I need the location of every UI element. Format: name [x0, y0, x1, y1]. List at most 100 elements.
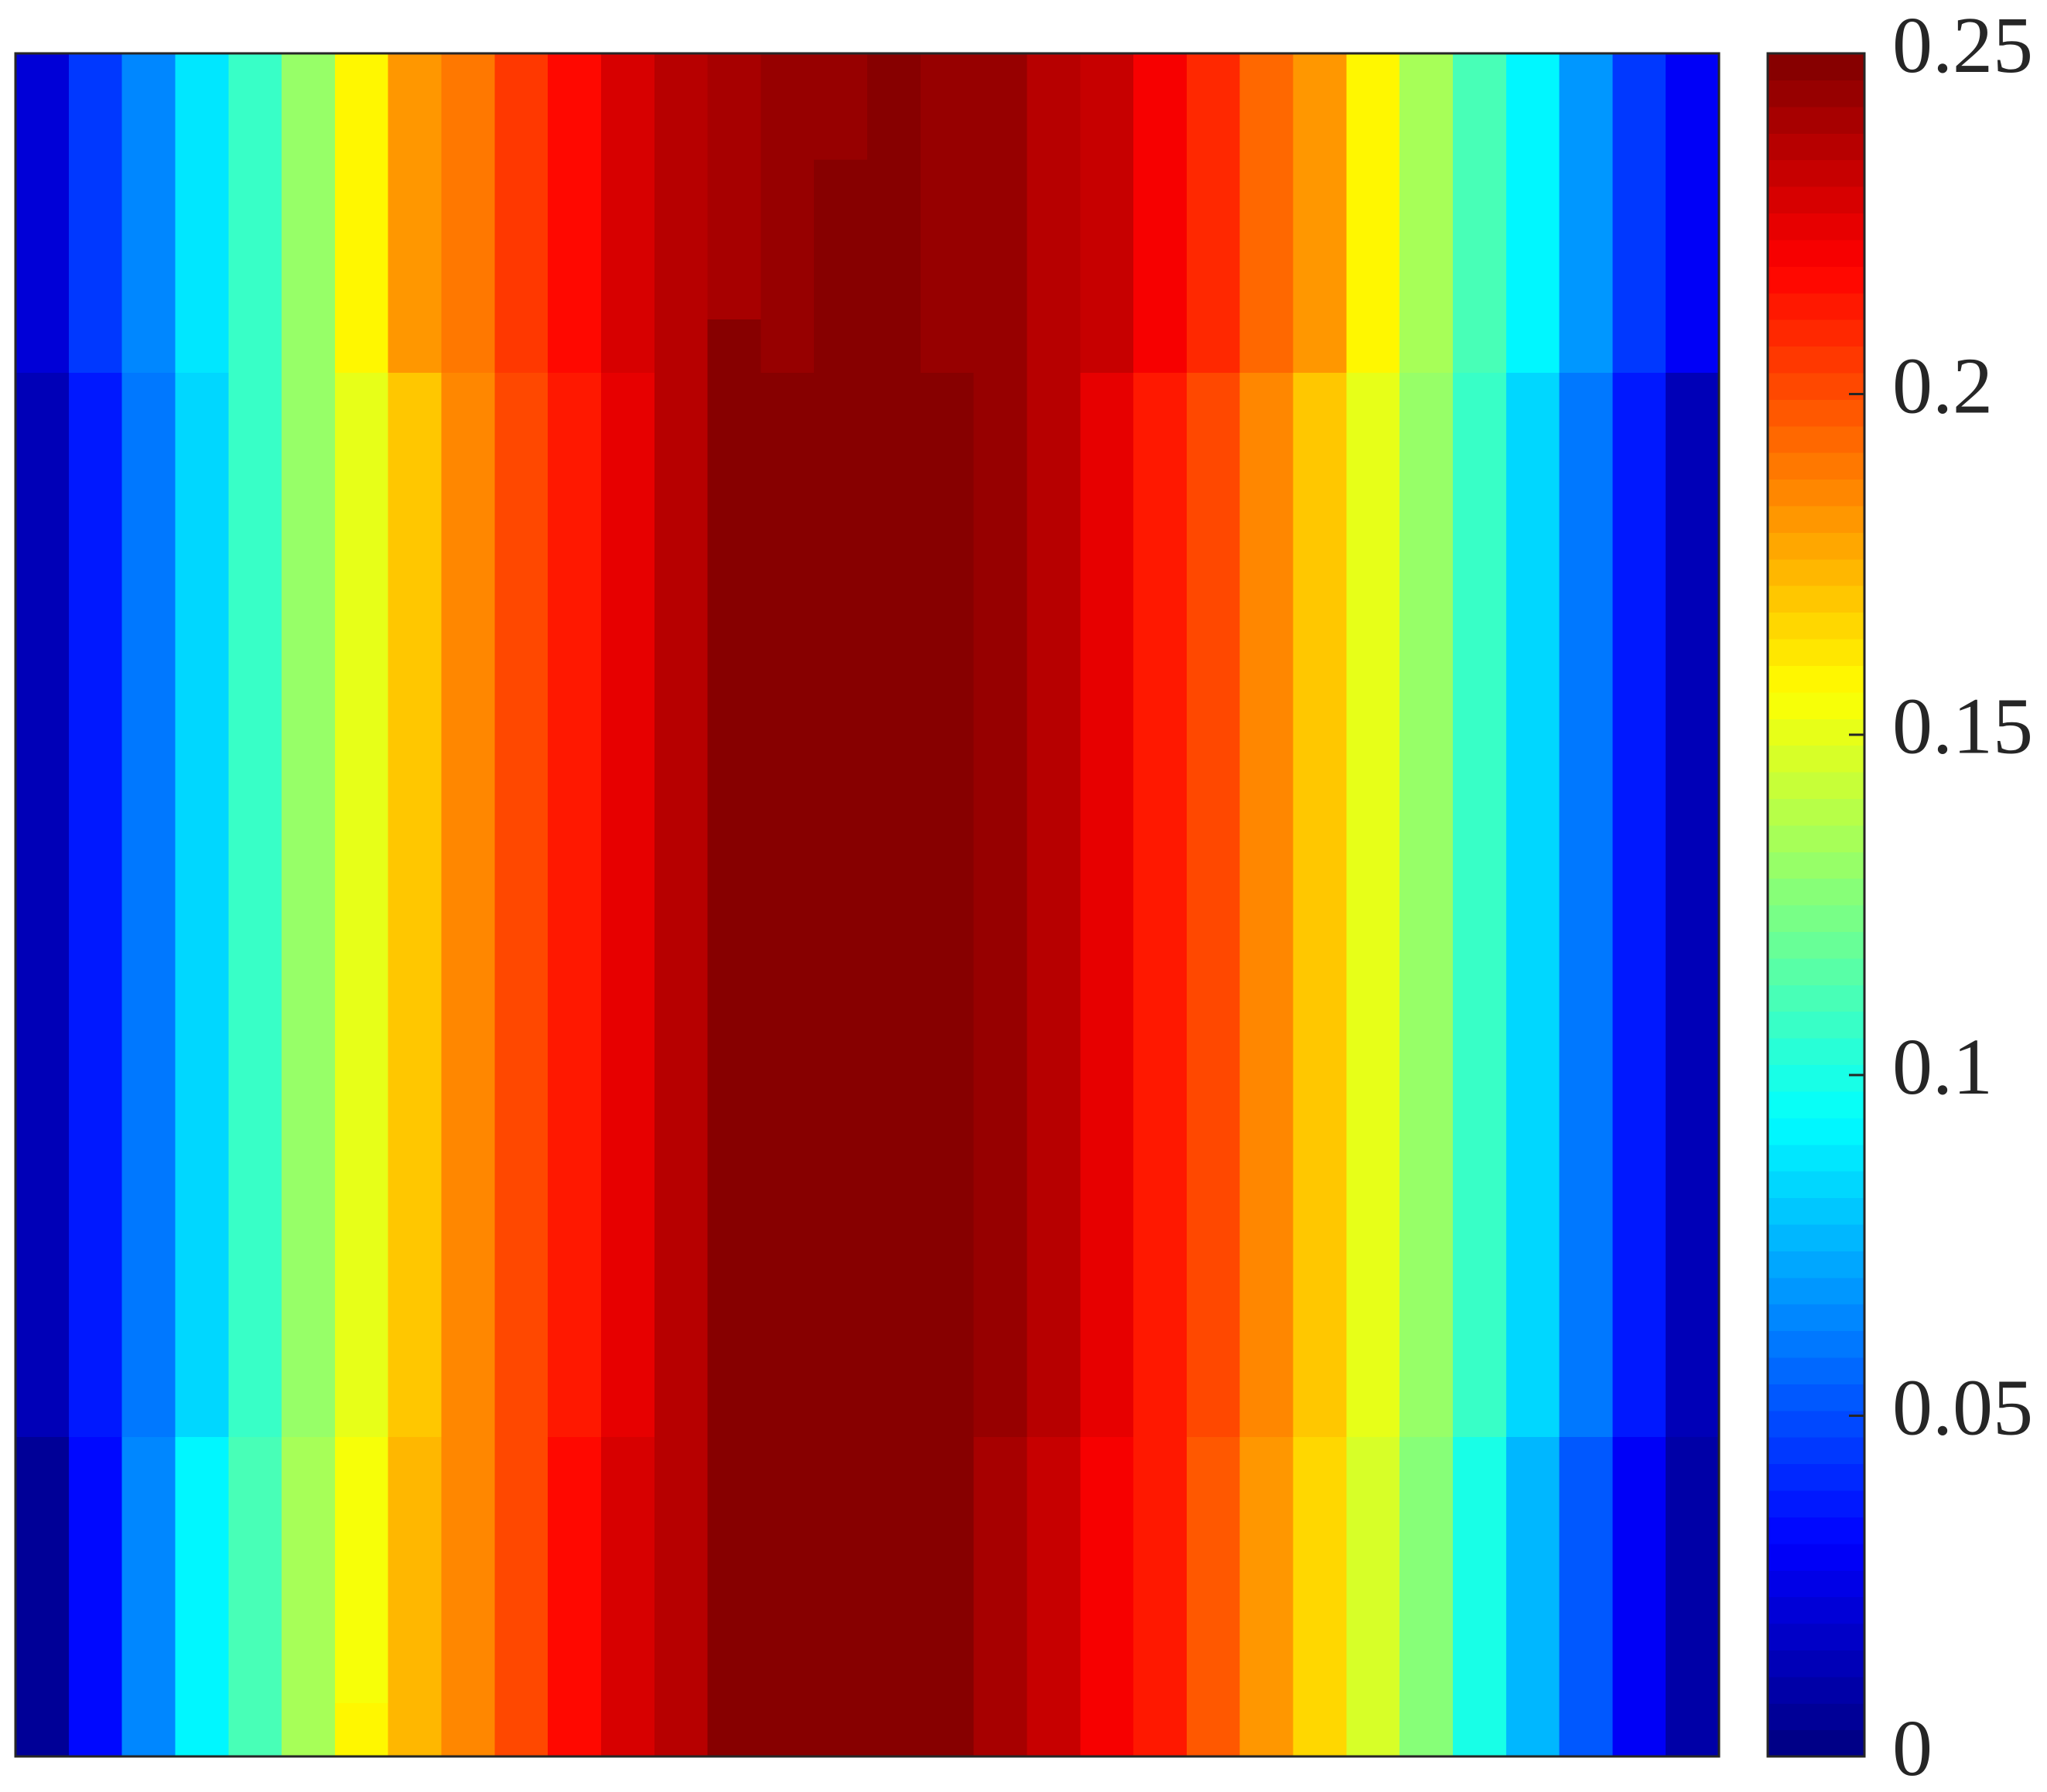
heatmap-cell	[334, 532, 389, 586]
heatmap-cell	[388, 1330, 443, 1384]
heatmap-cell	[175, 213, 229, 267]
heatmap-cell	[334, 1118, 389, 1172]
heatmap-cell	[15, 1171, 70, 1225]
heatmap-cell	[121, 1171, 176, 1225]
heatmap-cell	[707, 1224, 761, 1278]
heatmap-cell	[707, 425, 761, 480]
heatmap-cell	[1505, 638, 1560, 693]
heatmap-cell	[1612, 319, 1666, 374]
heatmap-cell	[121, 532, 176, 586]
heatmap-cell	[494, 798, 548, 852]
heatmap-cell	[282, 1384, 336, 1438]
heatmap-cell	[1612, 585, 1666, 640]
heatmap-cell	[1133, 957, 1188, 1012]
heatmap-cell	[388, 1118, 443, 1172]
heatmap-cell	[760, 1118, 815, 1172]
heatmap-cell	[1399, 852, 1454, 906]
heatmap-cell	[121, 1384, 176, 1438]
heatmap-cell	[1133, 425, 1188, 480]
heatmap-cell	[814, 106, 868, 161]
heatmap-cell	[68, 1171, 123, 1225]
colorbar-segment	[1768, 824, 1864, 852]
heatmap-cell	[1452, 1171, 1507, 1225]
heatmap-cell	[1133, 1437, 1188, 1491]
heatmap-cell	[973, 159, 1028, 214]
heatmap-cell	[1399, 745, 1454, 799]
colorbar-segment	[1768, 346, 1864, 374]
heatmap-cell	[228, 53, 282, 108]
heatmap-cell	[1399, 1703, 1454, 1757]
heatmap-cell	[600, 159, 655, 214]
heatmap-cell	[1399, 1011, 1454, 1066]
heatmap-cell	[920, 1437, 975, 1491]
heatmap-cell	[121, 106, 176, 161]
heatmap-cell	[1080, 1490, 1134, 1545]
heatmap-cell	[1559, 905, 1613, 959]
heatmap-cell	[1612, 425, 1666, 480]
heatmap-cell	[228, 1490, 282, 1545]
heatmap-cell	[1452, 213, 1507, 267]
heatmap-cell	[68, 852, 123, 906]
heatmap-cell	[1666, 53, 1720, 108]
heatmap-cell	[1133, 905, 1188, 959]
heatmap-cell	[760, 1437, 815, 1491]
heatmap-cell	[920, 957, 975, 1012]
colorbar-segment	[1768, 1251, 1864, 1278]
heatmap-cell	[973, 638, 1028, 693]
heatmap-cell	[441, 638, 495, 693]
heatmap-cell	[760, 1064, 815, 1118]
heatmap-cell	[760, 372, 815, 427]
heatmap-cell	[15, 1330, 70, 1384]
heatmap-cell	[494, 1171, 548, 1225]
heatmap-cell	[1346, 1118, 1400, 1172]
heatmap-cell	[867, 798, 921, 852]
heatmap-cell	[1239, 1064, 1294, 1118]
heatmap-cell	[600, 266, 655, 320]
heatmap-cell	[441, 1064, 495, 1118]
heatmap-cell	[760, 266, 815, 320]
heatmap-cell	[388, 1490, 443, 1545]
heatmap-cell	[121, 1543, 176, 1598]
heatmap-cell	[760, 532, 815, 586]
heatmap-cell	[282, 1011, 336, 1066]
heatmap-cell	[282, 1490, 336, 1545]
heatmap-cell	[1559, 1384, 1613, 1438]
heatmap-cell	[228, 905, 282, 959]
heatmap-cell	[388, 1064, 443, 1118]
heatmap-cell	[1346, 1490, 1400, 1545]
heatmap-cell	[1239, 798, 1294, 852]
heatmap-cell	[920, 1384, 975, 1438]
heatmap-cell	[15, 159, 70, 214]
heatmap-cell	[654, 1171, 709, 1225]
heatmap-cell	[1452, 1118, 1507, 1172]
heatmap-cell	[548, 1224, 602, 1278]
heatmap-cell	[707, 1064, 761, 1118]
heatmap-cell	[600, 53, 655, 108]
colorbar-segment	[1768, 1064, 1864, 1092]
heatmap-cell	[548, 1650, 602, 1704]
heatmap-cell	[867, 1437, 921, 1491]
heatmap-cell	[1293, 1064, 1347, 1118]
colorbar-segment	[1768, 931, 1864, 959]
heatmap-cell	[1027, 1596, 1081, 1650]
heatmap-cell	[973, 213, 1028, 267]
heatmap-cell	[654, 1224, 709, 1278]
heatmap-cell	[760, 1596, 815, 1650]
heatmap-cell	[867, 691, 921, 746]
heatmap-cell	[1505, 372, 1560, 427]
heatmap-cell	[1346, 798, 1400, 852]
heatmap-cell	[1027, 53, 1081, 108]
heatmap-cell	[1027, 1437, 1081, 1491]
heatmap-cell	[1080, 638, 1134, 693]
heatmap-cell	[1186, 1011, 1241, 1066]
heatmap-cell	[388, 1224, 443, 1278]
heatmap-cell	[1559, 1490, 1613, 1545]
heatmap-cell	[1346, 1330, 1400, 1384]
heatmap-cell	[1293, 1543, 1347, 1598]
colorbar-segment	[1768, 1384, 1864, 1411]
heatmap-cell	[228, 425, 282, 480]
heatmap-cell	[441, 798, 495, 852]
heatmap-cell	[1346, 1437, 1400, 1491]
heatmap-cell	[1027, 1490, 1081, 1545]
heatmap-cell	[867, 1596, 921, 1650]
